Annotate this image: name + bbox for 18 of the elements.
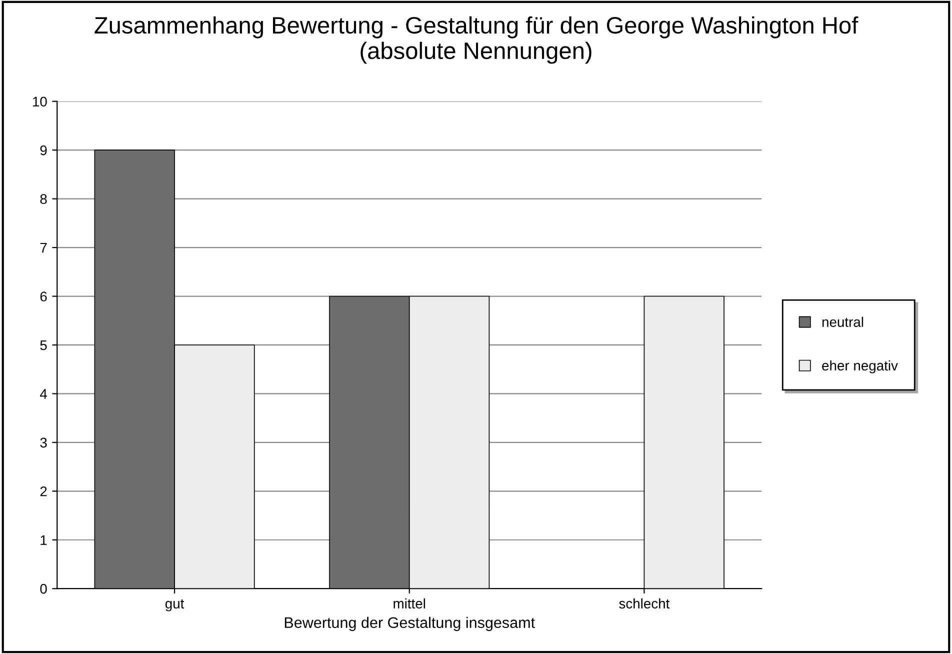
y-tick-label: 8 [40, 194, 47, 204]
x-tick-label: schlecht [619, 598, 670, 609]
x-tick-label: gut [165, 599, 184, 612]
x-tick-label: mittel [394, 598, 426, 609]
y-tick-label: 5 [40, 340, 47, 350]
y-tick-label: 2 [40, 486, 47, 496]
y-tick-label: 10 [33, 96, 47, 107]
y-tick-label: 6 [40, 292, 47, 302]
y-tick-label: 7 [40, 243, 47, 253]
y-tick-label: 9 [40, 145, 47, 156]
y-tick-label: 1 [40, 535, 47, 545]
chart-title: Zusammenhang Bewertung - Gestaltung für den George Washington Hof (absolute Nennungen) [94, 16, 858, 64]
legend-label: eher negativ [822, 360, 898, 374]
legend-label: neutral [822, 316, 864, 327]
y-tick-label: 3 [40, 438, 47, 448]
x-axis-title: Bewertung der Gestaltung insgesamt [284, 616, 535, 632]
y-tick-label: 0 [40, 584, 47, 594]
y-tick-label: 4 [40, 389, 47, 399]
